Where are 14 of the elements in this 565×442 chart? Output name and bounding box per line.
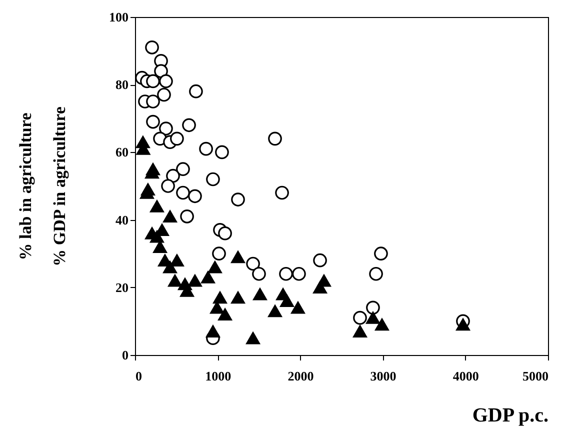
- x-tick-label: 3000: [370, 368, 396, 384]
- x-axis-title: GDP p.c.: [472, 404, 548, 426]
- y-tick-label: 100: [109, 10, 128, 24]
- y-axis-title: % lab in agriculture % GDP in agriculture: [16, 106, 69, 266]
- y-tick-label: 80: [116, 77, 128, 92]
- x-tick-label: 5000: [522, 368, 548, 384]
- y-tick-label: 20: [116, 280, 128, 295]
- x-tick-label: 2000: [288, 368, 314, 384]
- y-tick-label: 0: [122, 348, 128, 362]
- y-tick-label: 60: [116, 144, 128, 160]
- y-tick-label: 40: [116, 212, 128, 228]
- x-tick-label: 0: [136, 368, 142, 384]
- x-tick-label: 4000: [452, 368, 479, 384]
- x-tick-label: 1000: [205, 368, 232, 384]
